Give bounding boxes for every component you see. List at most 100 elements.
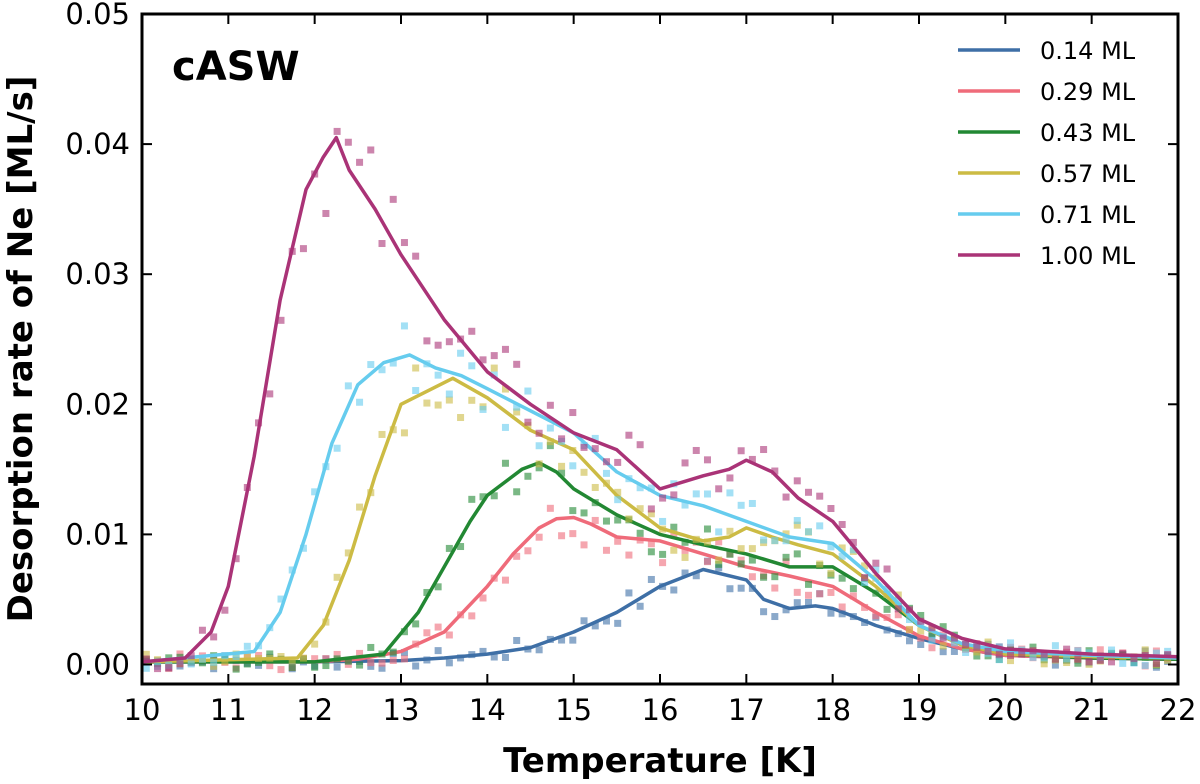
data-point (906, 625, 914, 633)
x-tick-label: 13 (383, 693, 420, 727)
data-point (479, 594, 487, 602)
data-point (703, 525, 711, 533)
data-point (793, 477, 801, 485)
series-0-57-ML (142, 364, 1178, 670)
data-point (524, 418, 532, 426)
data-point (782, 530, 790, 538)
data-point (804, 488, 812, 496)
data-point (1074, 659, 1082, 667)
data-point (928, 624, 936, 632)
data-point (445, 396, 453, 404)
data-point (535, 533, 543, 541)
data-point (445, 544, 453, 552)
data-point (1040, 650, 1048, 658)
data-point (389, 648, 397, 656)
data-point (659, 517, 667, 525)
data-point (872, 612, 880, 620)
data-point (367, 659, 375, 667)
data-point (558, 636, 566, 644)
data-point (266, 662, 274, 670)
data-point (535, 464, 543, 472)
data-point (894, 605, 902, 613)
data-point (546, 424, 554, 432)
data-point (513, 488, 521, 496)
data-point (445, 338, 453, 346)
data-point (356, 649, 364, 657)
data-point (715, 560, 723, 568)
data-point (580, 541, 588, 549)
data-point (311, 663, 319, 671)
data-point (288, 663, 296, 671)
data-point (726, 527, 734, 535)
data-point (400, 429, 408, 437)
data-point (1051, 655, 1059, 663)
data-point (333, 444, 341, 452)
data-point (389, 359, 397, 367)
data-point (849, 546, 857, 554)
data-point (299, 544, 307, 552)
data-point (243, 642, 251, 650)
data-point (1040, 660, 1048, 668)
data-point (558, 462, 566, 470)
data-point (984, 647, 992, 655)
data-point (726, 550, 734, 558)
data-point (861, 574, 869, 582)
data-point (771, 584, 779, 592)
data-point (804, 528, 812, 536)
data-point (793, 588, 801, 596)
data-point (647, 540, 655, 548)
data-point (1018, 650, 1026, 658)
data-point (861, 562, 869, 570)
data-point (827, 505, 835, 513)
data-point (356, 503, 364, 511)
data-point (378, 240, 386, 248)
data-point (501, 345, 509, 353)
data-point (1007, 639, 1015, 647)
data-point (490, 364, 498, 372)
data-point (546, 442, 554, 450)
data-point (457, 349, 465, 357)
data-point (187, 660, 195, 668)
data-point (760, 536, 768, 544)
data-point (434, 401, 442, 409)
data-point (703, 490, 711, 498)
data-point (232, 555, 240, 563)
data-point (580, 468, 588, 476)
y-tick-label: 0.01 (65, 517, 130, 551)
data-point (614, 516, 622, 524)
series-1-00-ML (142, 127, 1178, 673)
data-point (266, 650, 274, 658)
data-point (737, 556, 745, 564)
data-point (804, 580, 812, 588)
data-point (333, 650, 341, 658)
data-point (804, 591, 812, 599)
data-point (849, 585, 857, 593)
data-point (1051, 642, 1059, 650)
y-tick-label: 0.02 (65, 387, 130, 421)
data-point (198, 626, 206, 634)
data-point (670, 530, 678, 538)
data-point (344, 657, 352, 665)
data-point (771, 613, 779, 621)
data-point (210, 662, 218, 670)
data-point (501, 423, 509, 431)
data-point (221, 606, 229, 614)
data-point (625, 431, 633, 439)
data-point (760, 573, 768, 581)
data-point (154, 665, 162, 673)
data-point (715, 485, 723, 493)
data-point (434, 623, 442, 631)
data-point (838, 574, 846, 582)
data-point (434, 371, 442, 379)
data-point (580, 509, 588, 517)
data-point (670, 523, 678, 531)
data-point (501, 459, 509, 467)
x-tick-label: 10 (124, 693, 161, 727)
data-point (793, 521, 801, 529)
data-point (984, 638, 992, 646)
data-point (569, 530, 577, 538)
data-point (367, 361, 375, 369)
data-point (591, 622, 599, 630)
y-tick-label: 0.00 (65, 647, 130, 681)
data-point (883, 565, 891, 573)
